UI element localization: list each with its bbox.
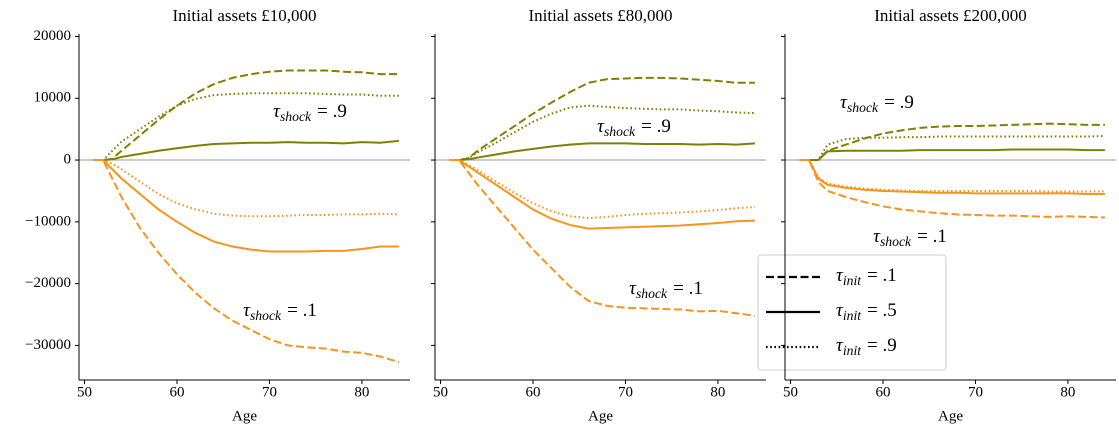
symbol: τ [836, 265, 844, 286]
subscript: shock [250, 308, 282, 323]
series-line [799, 148, 1105, 162]
symbol: τ [273, 101, 281, 122]
series-line [93, 92, 399, 162]
series-line [93, 139, 400, 162]
annotation: τshock = .9 [840, 92, 914, 115]
subscript: shock [847, 100, 879, 115]
symbol: τ [243, 300, 251, 321]
x-tick-label: 80 [710, 384, 725, 400]
text: = .9 [641, 116, 671, 137]
legend-label: τinit = .5 [836, 300, 897, 323]
legend-box [757, 254, 947, 371]
x-tick-label: 70 [968, 384, 983, 400]
text: = .9 [317, 101, 347, 122]
text: = .1 [287, 300, 317, 321]
text: = .9 [867, 335, 897, 356]
annotation: τshock = .1 [243, 300, 317, 323]
series-line [449, 159, 756, 317]
annotation: τshock = .1 [629, 278, 703, 301]
series-line [799, 122, 1105, 162]
subscript: init [843, 273, 862, 288]
subscript: shock [636, 286, 668, 301]
symbol: τ [836, 300, 844, 321]
series-line [449, 159, 755, 220]
symbol: τ [840, 92, 848, 113]
series-line [449, 76, 755, 162]
x-tick-label: 70 [618, 384, 633, 400]
x-tick-label: 80 [354, 384, 369, 400]
symbol: τ [836, 335, 844, 356]
subscript: shock [880, 234, 912, 249]
x-axis-label: Age [588, 408, 613, 424]
y-tick-label: −30000 [25, 337, 71, 353]
annotation: τshock = .1 [873, 226, 947, 249]
x-axis-label: Age [232, 408, 257, 424]
y-tick-label: 20000 [34, 28, 72, 44]
series-line [93, 159, 399, 218]
series-line [799, 159, 1105, 193]
y-tick-label: 10000 [34, 90, 72, 106]
text: = .9 [884, 92, 914, 113]
x-tick-label: 70 [262, 384, 277, 400]
symbol: τ [629, 278, 637, 299]
legend-label: τinit = .9 [836, 335, 897, 358]
symbol: τ [873, 226, 881, 247]
series-line [449, 159, 755, 230]
x-tick-label: 50 [433, 384, 448, 400]
series-line [799, 159, 1105, 219]
series-line [93, 159, 399, 253]
panel-title: Initial assets £80,000 [528, 6, 672, 25]
text: = .1 [867, 265, 897, 286]
x-tick-label: 50 [77, 384, 92, 400]
x-tick-label: 80 [1060, 384, 1075, 400]
symbol: τ [597, 116, 605, 137]
text: = .1 [673, 278, 703, 299]
x-axis-label: Age [938, 408, 963, 424]
subscript: shock [604, 124, 636, 139]
series-line [449, 104, 755, 162]
series-line [93, 159, 400, 364]
legend-label: τinit = .1 [836, 265, 897, 288]
text: = .1 [917, 226, 947, 247]
x-tick-label: 60 [170, 384, 185, 400]
series-line [93, 69, 399, 162]
subscript: init [843, 308, 862, 323]
x-tick-label: 50 [783, 384, 798, 400]
panel-title: Initial assets £200,000 [874, 6, 1027, 25]
annotation: τshock = .9 [597, 116, 671, 139]
series-line [799, 159, 1105, 196]
panel-title: Initial assets £10,000 [172, 6, 316, 25]
y-tick-label: −10000 [25, 213, 71, 229]
x-tick-label: 60 [876, 384, 891, 400]
series-line [799, 134, 1105, 162]
y-tick-label: 0 [64, 151, 72, 167]
series-line [449, 142, 755, 162]
subscript: init [843, 343, 862, 358]
y-tick-label: −20000 [25, 275, 71, 291]
x-tick-label: 60 [526, 384, 541, 400]
text: = .5 [867, 300, 897, 321]
subscript: shock [280, 109, 312, 124]
annotation: τshock = .9 [273, 101, 347, 124]
